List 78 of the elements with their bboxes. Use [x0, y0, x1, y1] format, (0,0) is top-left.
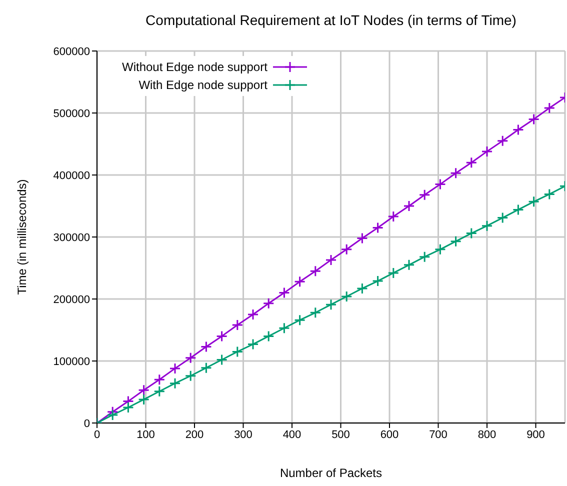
point [138, 394, 150, 406]
point [200, 362, 212, 374]
point [278, 322, 290, 334]
point [372, 275, 384, 287]
x-tick-label: 500 [332, 428, 350, 441]
y-tick-label: 400000 [53, 170, 90, 182]
point [232, 346, 244, 358]
point [372, 222, 384, 234]
y-tick-label: 300000 [53, 232, 90, 244]
point [106, 409, 118, 421]
y-tick-label: 0 [84, 418, 90, 430]
point [481, 146, 493, 158]
y-tick-label: 100000 [53, 356, 90, 368]
x-axis-title: Number of Packets [278, 466, 384, 480]
point [466, 228, 478, 240]
point [310, 265, 322, 277]
point [466, 156, 478, 168]
point [340, 290, 352, 302]
point [418, 251, 430, 263]
legend-label: With Edge node support [138, 78, 268, 92]
point [512, 124, 524, 136]
y-tick-label: 200000 [53, 294, 90, 306]
point [216, 330, 228, 342]
x-tick-label: 0 [94, 428, 100, 441]
point [169, 378, 181, 390]
point [325, 298, 337, 310]
point [216, 354, 228, 366]
point [450, 236, 462, 248]
x-tick-label: 700 [429, 428, 448, 441]
point [122, 402, 134, 414]
x-tick-label: 600 [380, 428, 399, 441]
point [184, 352, 196, 364]
point [138, 384, 150, 396]
point [325, 254, 337, 266]
x-tick-label: 300 [234, 428, 252, 441]
x-tick-label: 100 [136, 428, 155, 441]
point [262, 330, 274, 342]
x-tick-label: 400 [282, 428, 302, 441]
y-tick-label: 600000 [53, 46, 90, 58]
point [154, 374, 166, 386]
point [247, 338, 259, 350]
point [154, 386, 166, 398]
point [310, 306, 322, 318]
point [232, 319, 244, 331]
point [169, 362, 181, 374]
point [496, 135, 508, 147]
point [184, 370, 196, 382]
point [403, 259, 415, 271]
point [434, 244, 446, 256]
point [388, 267, 400, 279]
x-tick-label: 800 [478, 428, 496, 441]
x-tick-label: 900 [526, 428, 545, 441]
point [278, 287, 290, 299]
chart-title: Computational Requirement at IoT Nodes (in terms of Time) [144, 12, 518, 28]
point [294, 314, 306, 326]
point [450, 167, 462, 179]
legend-label: Without Edge node support [122, 60, 268, 74]
point [528, 196, 540, 208]
point [434, 178, 446, 190]
point [544, 188, 556, 200]
point [388, 210, 400, 222]
point [200, 340, 212, 352]
y-tick-label: 500000 [53, 108, 90, 120]
point [340, 244, 352, 256]
y-axis-title: Time (in milliseconds) [15, 179, 29, 295]
point [481, 220, 493, 232]
point [418, 189, 430, 201]
point [544, 102, 556, 114]
point [294, 276, 306, 288]
point [356, 232, 368, 244]
point [262, 298, 274, 310]
point [356, 282, 368, 294]
point [496, 212, 508, 224]
point [528, 113, 540, 125]
point [247, 308, 259, 320]
point [512, 204, 524, 216]
x-tick-label: 200 [185, 428, 204, 441]
point [403, 200, 415, 212]
